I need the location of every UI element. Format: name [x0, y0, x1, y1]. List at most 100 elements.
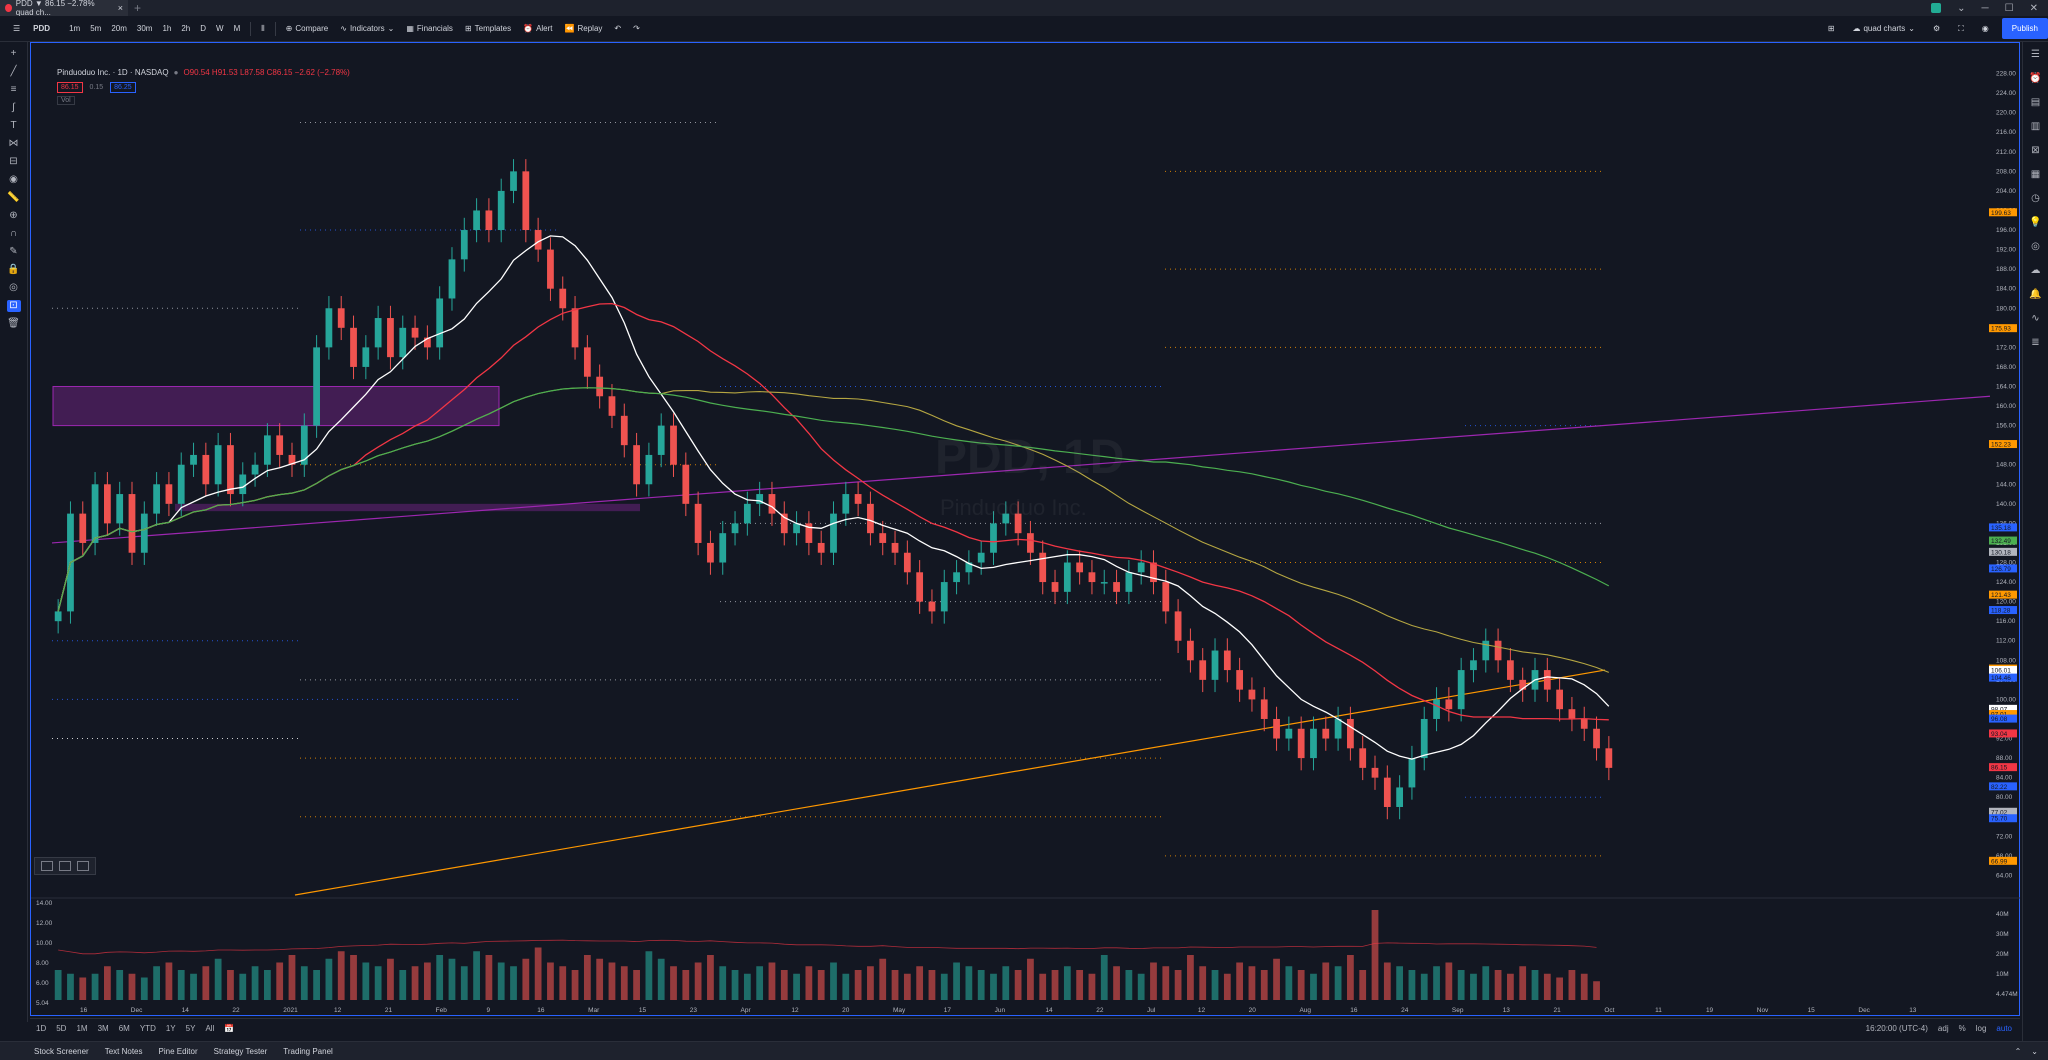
interval-1m[interactable]: 1m — [69, 24, 81, 33]
timezone-time[interactable]: 16:20:00 (UTC-4) — [1865, 1024, 1928, 1033]
price-tick-label: 120.00 — [1996, 599, 2016, 606]
pencil-lock-icon[interactable]: ✎ — [9, 246, 18, 257]
text-icon[interactable]: T — [10, 120, 17, 131]
object-tree-icon[interactable]: ⊡ — [6, 300, 21, 312]
data-window-icon[interactable]: ▤ — [2030, 97, 2041, 108]
trash-icon[interactable]: 🗑 — [7, 318, 20, 329]
fullscreen-icon[interactable]: ⛶ — [1958, 23, 1964, 33]
replay-button[interactable]: ⏪ Replay — [560, 22, 608, 35]
publish-button[interactable]: Publish — [2001, 18, 2048, 39]
zoom-in-icon[interactable]: ⊕ — [9, 210, 18, 221]
chevron-down-icon: ⌄ — [387, 24, 395, 33]
maximize-icon[interactable]: ☐ — [2004, 2, 2014, 14]
prediction-icon[interactable]: ⊟ — [9, 156, 18, 167]
range-1y[interactable]: 1Y — [165, 1024, 176, 1033]
ask-price[interactable]: 86.25 — [110, 82, 136, 93]
candle-body — [1580, 718, 1588, 729]
collapse-panel-icon[interactable]: ⌄ — [2031, 1046, 2038, 1056]
pulse-icon[interactable]: ∿ — [2031, 313, 2040, 324]
frame-icon[interactable] — [77, 861, 89, 871]
interval-30m[interactable]: 30m — [136, 24, 153, 33]
volume-bar — [620, 966, 628, 1000]
crosshair-icon[interactable]: + — [10, 48, 17, 59]
visibility-icon[interactable]: ◎ — [9, 282, 18, 293]
chevron-down-icon[interactable]: ⌄ — [1957, 2, 1966, 14]
brush-icon[interactable]: ∫ — [12, 102, 15, 113]
close-window-icon[interactable]: ✕ — [2029, 2, 2038, 14]
interval-w[interactable]: W — [216, 24, 224, 33]
eye-toggle-icon[interactable] — [59, 861, 71, 871]
range-5y[interactable]: 5Y — [185, 1024, 196, 1033]
log-toggle[interactable]: log — [1975, 1024, 1987, 1033]
new-tab-button[interactable]: + — [134, 1, 142, 15]
toolbar-right: ⊞ ☁ quad charts ⌄ ⚙ ⛶ ◉ Publish — [1823, 18, 2048, 39]
candle-style-icon[interactable]: ⫴ — [261, 23, 265, 33]
lock-icon[interactable]: 🔒 — [7, 264, 20, 275]
camera-icon[interactable]: ◉ — [1981, 24, 1989, 33]
tab-text-notes[interactable]: Text Notes — [104, 1046, 143, 1056]
goto-date-icon[interactable]: 📅 — [224, 1024, 235, 1033]
browser-tab[interactable]: PDD ▼ 86.15 −2.78% quad ch... × — [0, 0, 128, 17]
magnet-icon[interactable]: ∩ — [9, 228, 18, 239]
news-icon[interactable]: ▥ — [2030, 121, 2041, 132]
interval-20m[interactable]: 20m — [111, 24, 127, 33]
fib-retracement-icon[interactable]: ≡ — [10, 84, 17, 95]
hide-drawings-icon[interactable] — [41, 861, 53, 871]
watchlist-icon[interactable]: ☰ — [2031, 49, 2040, 60]
layout-select[interactable]: ☁ quad charts ⌄ — [1847, 22, 1920, 35]
chat-icon[interactable]: ☁ — [2030, 265, 2041, 276]
range-6m[interactable]: 6M — [118, 1024, 130, 1033]
tab-trading-panel[interactable]: Trading Panel — [283, 1046, 333, 1056]
minimize-icon[interactable]: ─ — [1981, 2, 1989, 14]
ideas-icon[interactable]: 💡 — [2029, 217, 2042, 228]
percent-toggle[interactable]: % — [1958, 1024, 1966, 1033]
layout-grid-icon[interactable]: ⊞ — [1827, 24, 1835, 33]
indicators-button[interactable]: ∿ Indicators ⌄ — [335, 22, 399, 35]
interval-d[interactable]: D — [200, 24, 207, 33]
notifications-icon[interactable]: 🔔 — [2029, 289, 2042, 300]
price-badge-label: 98.07 — [1991, 706, 2008, 713]
price-tick-label: 216.00 — [1996, 129, 2016, 136]
ruler-icon[interactable]: 📏 — [7, 192, 20, 203]
interval-1h[interactable]: 1h — [162, 24, 172, 33]
templates-button[interactable]: ⊞ Templates — [460, 22, 516, 35]
range-all[interactable]: All — [205, 1024, 215, 1033]
symbol-title[interactable]: Pinduoduo Inc. · 1D · NASDAQ — [57, 68, 169, 77]
volume-legend-toggle[interactable]: Vol — [57, 96, 75, 105]
pattern-icon[interactable]: ⋈ — [8, 138, 19, 149]
range-5d[interactable]: 5D — [56, 1024, 67, 1033]
range-3m[interactable]: 3M — [97, 1024, 109, 1033]
symbol-search-button[interactable]: PDD — [33, 24, 51, 33]
redo-icon[interactable]: ↷ — [633, 24, 640, 33]
adj-toggle[interactable]: adj — [1937, 1024, 1949, 1033]
range-1d[interactable]: 1D — [36, 1024, 47, 1033]
streams-icon[interactable]: ◎ — [2031, 241, 2040, 252]
extension-icon[interactable] — [1931, 3, 1942, 13]
trendline-icon[interactable]: ╱ — [10, 66, 17, 77]
interval-2h[interactable]: 2h — [181, 24, 191, 33]
clock-icon[interactable]: ◷ — [2031, 193, 2040, 204]
range-1m[interactable]: 1M — [76, 1024, 88, 1033]
calendar-icon[interactable]: ▦ — [2030, 169, 2041, 180]
tab-stock-screener[interactable]: Stock Screener — [34, 1046, 89, 1056]
range-ytd[interactable]: YTD — [139, 1024, 156, 1033]
alerts-icon[interactable]: ⏰ — [2029, 73, 2042, 84]
alert-button[interactable]: ⏰ Alert — [518, 22, 557, 35]
order-panel-icon[interactable]: ≣ — [2031, 337, 2040, 348]
chart-pane[interactable] — [30, 42, 2020, 1016]
settings-gear-icon[interactable]: ⚙ — [1932, 24, 1941, 33]
tab-pine-editor[interactable]: Pine Editor — [158, 1046, 198, 1056]
bid-price[interactable]: 86.15 — [57, 82, 83, 93]
hotlist-icon[interactable]: ⊠ — [2031, 145, 2040, 156]
compare-button[interactable]: ⊕ Compare — [281, 22, 334, 35]
interval-5m[interactable]: 5m — [90, 24, 102, 33]
undo-icon[interactable]: ↶ — [614, 24, 622, 33]
financials-button[interactable]: ▦ Financials — [401, 22, 458, 35]
interval-m[interactable]: M — [233, 24, 241, 33]
menu-icon[interactable]: ☰ — [13, 24, 21, 33]
tab-strategy-tester[interactable]: Strategy Tester — [213, 1046, 268, 1056]
maximize-panel-icon[interactable]: ⌃ — [2014, 1046, 2022, 1056]
auto-toggle[interactable]: auto — [1996, 1024, 2012, 1033]
eye-icon[interactable]: ◉ — [9, 174, 18, 185]
close-tab-icon[interactable]: × — [117, 3, 123, 13]
